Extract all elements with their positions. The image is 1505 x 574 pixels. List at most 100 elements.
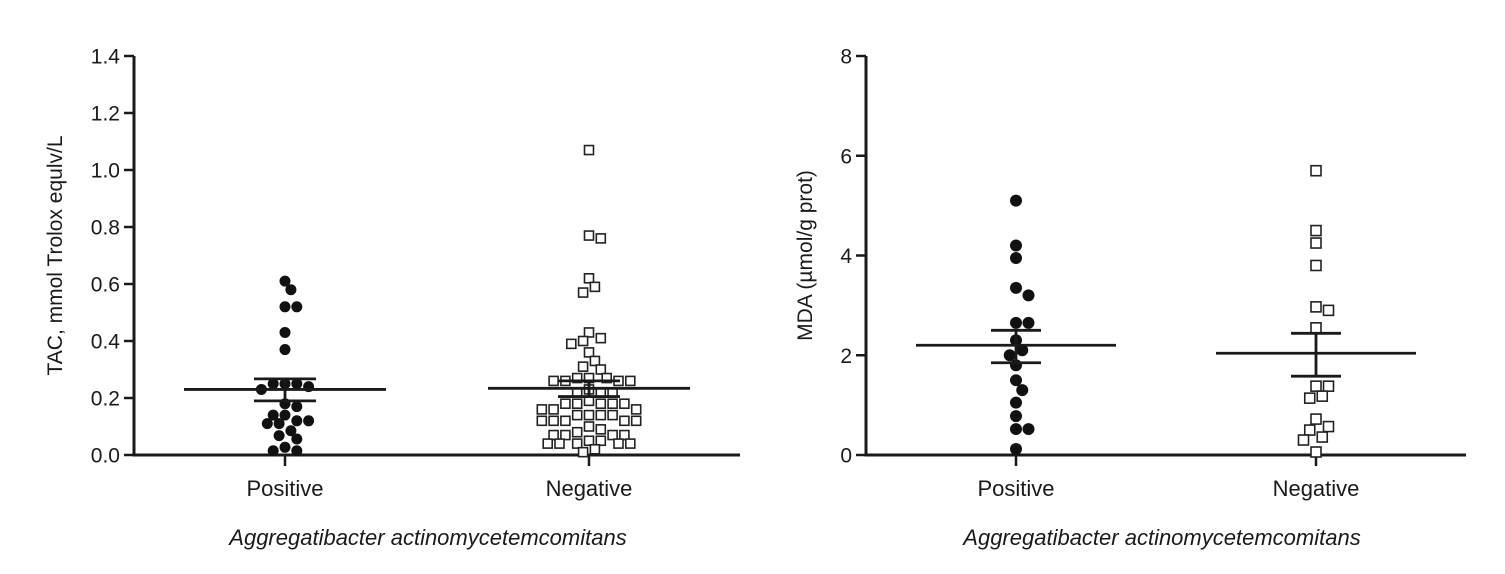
- data-point: [548, 375, 559, 387]
- data-point: [279, 301, 291, 313]
- data-point: [1322, 380, 1335, 392]
- y-tick-label: 2: [840, 345, 852, 368]
- data-point: [595, 424, 607, 435]
- x-axis-title: Aggregatibacter actinomycetemcomitans: [961, 525, 1360, 550]
- y-tick-label: 1.4: [91, 46, 121, 69]
- y-tick-label: 1.2: [91, 103, 120, 126]
- data-point: [291, 378, 303, 390]
- data-point: [571, 409, 583, 421]
- data-point: [1310, 224, 1322, 237]
- data-point: [279, 344, 291, 356]
- data-point: [1016, 344, 1029, 357]
- data-point: [1016, 384, 1029, 397]
- data-point: [279, 409, 291, 421]
- data-point: [595, 233, 607, 244]
- data-point: [291, 401, 303, 413]
- data-point: [291, 433, 303, 445]
- series-negative: [488, 144, 690, 458]
- data-point: [1310, 164, 1322, 177]
- y-tick-label: 6: [840, 145, 852, 168]
- data-point: [273, 430, 285, 442]
- data-point: [542, 438, 554, 449]
- y-tick-label: 0.8: [91, 217, 120, 240]
- data-point: [303, 415, 315, 427]
- data-point: [595, 332, 607, 344]
- data-point: [595, 435, 607, 447]
- data-point: [1022, 289, 1035, 302]
- data-point: [560, 429, 571, 441]
- data-point: [285, 284, 297, 296]
- data-point: [1310, 259, 1322, 272]
- data-point: [291, 445, 303, 457]
- y-tick-label: 0.2: [91, 388, 120, 411]
- data-point: [595, 409, 607, 421]
- data-point: [583, 409, 595, 421]
- data-point: [267, 378, 279, 390]
- y-tick-label: 0: [840, 445, 852, 468]
- data-point: [571, 438, 583, 449]
- data-point: [1310, 322, 1322, 334]
- x-category-label: Positive: [246, 476, 323, 501]
- y-tick-label: 8: [840, 46, 852, 69]
- data-point: [1010, 410, 1022, 423]
- data-point: [595, 398, 607, 410]
- data-point: [583, 421, 595, 432]
- data-point: [536, 415, 548, 427]
- data-point: [583, 230, 595, 241]
- data-point: [577, 335, 589, 347]
- x-category-label: Positive: [977, 476, 1054, 501]
- data-point: [1316, 390, 1329, 402]
- data-point: [548, 404, 559, 415]
- data-point: [279, 441, 291, 453]
- data-point: [279, 326, 291, 338]
- data-point: [1316, 431, 1329, 443]
- data-point: [583, 144, 595, 156]
- data-point: [607, 398, 618, 410]
- data-point: [607, 409, 618, 421]
- data-point: [1322, 304, 1335, 317]
- data-point: [560, 398, 571, 410]
- series-positive: [184, 275, 386, 457]
- y-tick-label: 4: [840, 245, 852, 268]
- data-point: [1303, 392, 1316, 404]
- data-point: [589, 443, 601, 455]
- data-point: [1010, 396, 1022, 409]
- data-point: [583, 435, 595, 447]
- x-axis-title: Aggregatibacter actinomycetemcomitans: [227, 525, 626, 550]
- y-tick-label: 0.4: [91, 331, 121, 354]
- data-point: [565, 338, 577, 350]
- x-category-label: Negative: [546, 476, 633, 501]
- series-positive: [916, 194, 1116, 456]
- data-point: [1310, 380, 1322, 392]
- data-point: [571, 372, 583, 384]
- data-point: [536, 404, 548, 415]
- data-point: [1010, 251, 1022, 264]
- data-point: [619, 415, 630, 427]
- data-point: [595, 364, 607, 375]
- data-point: [273, 418, 285, 430]
- data-point: [583, 327, 595, 338]
- data-point: [1310, 413, 1322, 425]
- y-tick-label: 0.6: [91, 274, 120, 297]
- chart-mda: 0 2 4 6 8 MDA (µmol/g prot) Positive Negative Ag…: [794, 46, 1466, 550]
- data-point: [624, 438, 636, 449]
- y-tick-label: 0.0: [91, 445, 120, 468]
- data-point: [548, 415, 559, 427]
- data-point: [1310, 301, 1322, 313]
- data-point: [261, 418, 273, 430]
- data-point: [583, 347, 595, 358]
- data-point: [285, 425, 297, 437]
- data-point: [630, 415, 642, 427]
- data-point: [1010, 239, 1022, 252]
- data-point: [630, 404, 642, 415]
- data-point: [267, 445, 279, 457]
- data-point: [1010, 374, 1022, 387]
- data-point: [1297, 434, 1310, 446]
- data-point: [619, 429, 630, 441]
- y-axis-title: TAC, mmol Trolox equlv/L: [44, 135, 67, 375]
- data-point: [1010, 281, 1022, 294]
- data-point: [1010, 316, 1022, 329]
- data-point: [619, 398, 630, 410]
- data-point: [607, 429, 618, 441]
